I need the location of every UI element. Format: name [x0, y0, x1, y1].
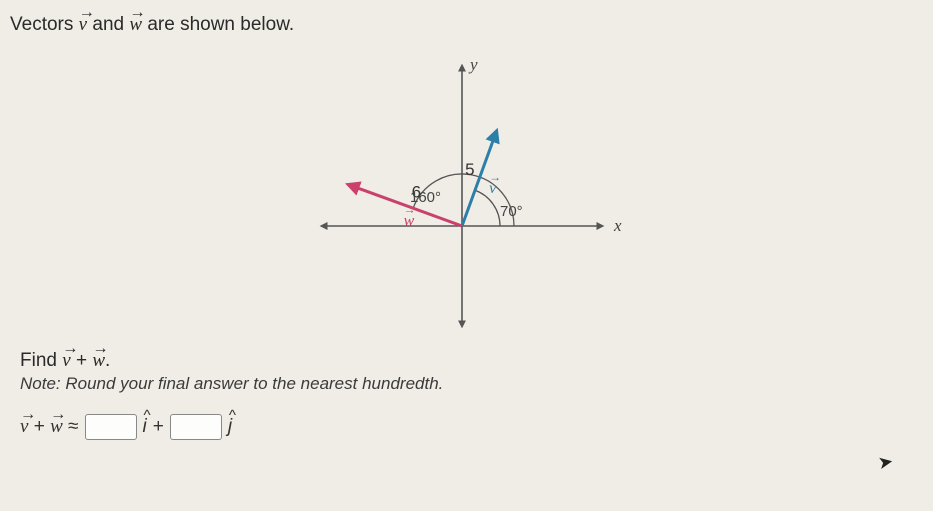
svg-text:x: x — [613, 216, 622, 235]
i-component-input[interactable] — [85, 414, 137, 440]
j-component-input[interactable] — [170, 414, 222, 440]
svg-text:70°: 70° — [500, 203, 523, 220]
answer-v-symbol: v — [20, 416, 28, 438]
svg-text:y: y — [468, 55, 478, 74]
find-text: Find v + w. — [20, 350, 913, 372]
cursor-icon: ➤ — [876, 451, 895, 474]
graph-container: xy56v→w→70°160° — [10, 46, 913, 336]
svg-text:→: → — [489, 170, 501, 184]
prompt-text: Vectors v and w are shown below. — [10, 14, 913, 36]
find-v-symbol: v — [62, 350, 70, 372]
i-hat-symbol: i — [143, 416, 147, 438]
answer-expression: v + w ≈ i + j — [20, 414, 913, 440]
svg-text:5: 5 — [465, 160, 474, 179]
vector-v-symbol: v — [79, 14, 87, 36]
vector-w-symbol: w — [129, 14, 142, 36]
vector-graph: xy56v→w→70°160° — [262, 46, 662, 336]
prompt-suffix: are shown below. — [142, 14, 294, 35]
answer-mid-plus: + — [153, 416, 164, 438]
svg-text:160°: 160° — [410, 189, 441, 206]
note-text: Note: Round your final answer to the nea… — [20, 374, 913, 394]
prompt-prefix: Vectors — [10, 14, 79, 35]
find-w-symbol: w — [92, 350, 105, 372]
find-prefix: Find — [20, 350, 62, 371]
j-hat-symbol: j — [228, 416, 232, 438]
answer-w-symbol: w — [50, 416, 63, 438]
